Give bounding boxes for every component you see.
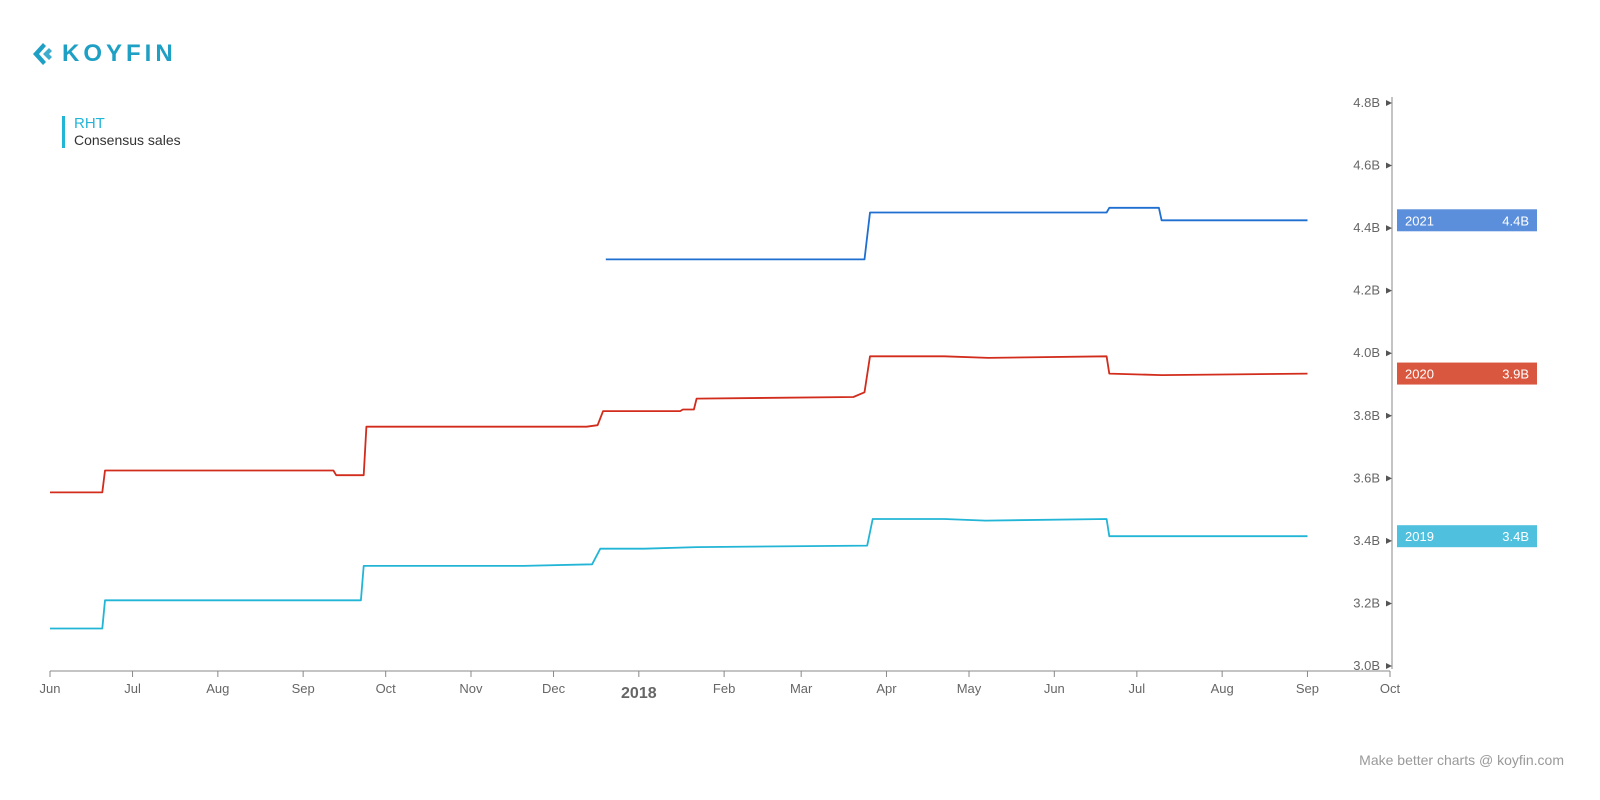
legend-symbol: RHT [74,115,105,132]
y-tick-mark [1386,100,1392,106]
y-tick-label: 3.6B [1353,470,1380,485]
series-line-2019 [50,518,1308,630]
koyfin-logo[interactable]: KOYFIN [32,40,177,68]
badge-background [1397,525,1537,548]
y-tick-mark [1386,225,1392,232]
y-tick-label: 3.2B [1353,595,1380,610]
y-tick-label: 3.4B [1353,533,1380,548]
y-tick-label: 4.0B [1353,345,1380,360]
badge-series-name: 2019 [1405,529,1434,544]
badge-series-name: 2021 [1405,213,1434,228]
x-tick-label: Jun [1044,681,1065,696]
x-tick-label: Sep [292,681,315,696]
y-tick-label: 4.4B [1353,220,1380,235]
x-tick-label: Apr [876,681,897,696]
koyfin-logo-icon [33,43,52,65]
badge-background [1397,209,1537,232]
y-tick-mark [1386,162,1392,169]
series-badge-2021: 2021 4.4B [1397,209,1537,232]
badge-last-value: 3.9B [1502,367,1529,382]
x-tick-label: Nov [459,681,483,696]
badge-last-value: 3.4B [1502,529,1529,544]
x-tick-label: Sep [1296,681,1319,696]
x-tick-label: Jul [124,681,141,696]
y-tick-mark [1386,663,1392,669]
x-tick-label: 2018 [621,685,657,702]
badge-background [1397,362,1537,385]
series-legend[interactable]: RHT Consensus sales [62,116,181,148]
y-tick-mark [1386,287,1392,294]
series-line-2021 [605,206,1308,261]
y-tick-mark [1386,350,1392,357]
y-tick-label: 4.6B [1353,158,1380,173]
series-badge-2020: 2020 3.9B [1397,362,1537,385]
series-line-2020 [50,355,1308,494]
x-tick-label: Aug [206,681,229,696]
y-tick-label: 4.2B [1353,283,1380,298]
y-tick-label: 3.8B [1353,408,1380,423]
x-tick-label: Dec [542,681,566,696]
x-tick-label: Jul [1129,681,1146,696]
y-tick-mark [1386,412,1392,419]
legend-metric: Consensus sales [74,132,181,148]
x-tick-label: Oct [376,681,397,696]
y-tick-mark [1386,600,1392,607]
x-tick-label: Aug [1211,681,1234,696]
footer-credit: Make better charts @ koyfin.com [1359,752,1564,768]
y-tick-mark [1386,537,1392,544]
x-tick-label: Oct [1380,681,1401,696]
x-tick-label: Feb [713,681,735,696]
y-tick-mark [1386,475,1392,482]
x-tick-label: Jun [40,681,61,696]
y-tick-label: 3.0B [1353,658,1380,673]
x-tick-label: May [957,681,982,696]
series-badge-2019: 2019 3.4B [1397,525,1537,548]
x-tick-label: Mar [790,681,813,696]
logo-text: KOYFIN [62,40,177,67]
y-tick-label: 4.8B [1353,95,1380,110]
badge-series-name: 2020 [1405,367,1434,382]
badge-last-value: 4.4B [1502,213,1529,228]
